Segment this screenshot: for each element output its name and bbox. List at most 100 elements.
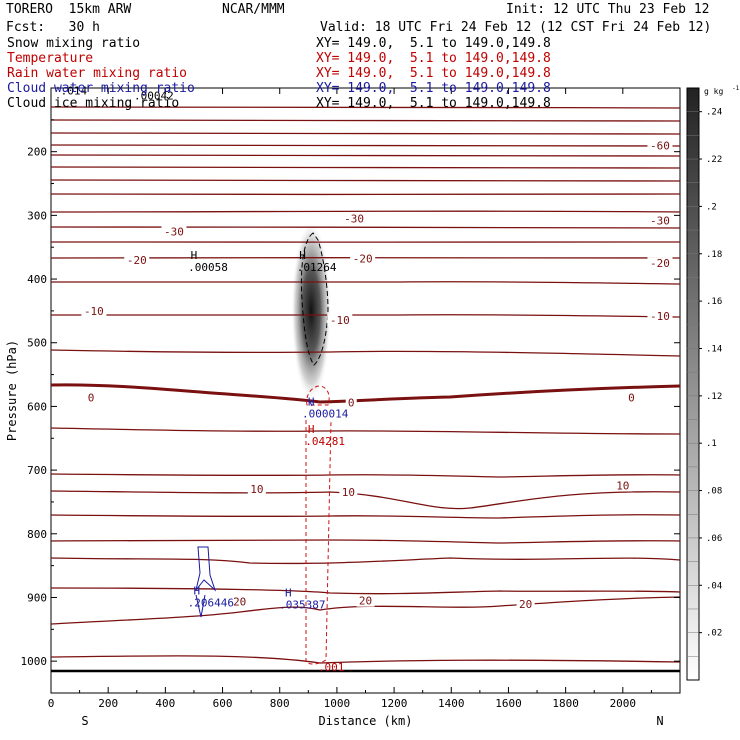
model-title: TORERO 15km ARW [6, 2, 132, 17]
temperature-label-bg [341, 212, 367, 225]
temperature-label-bg [647, 214, 673, 227]
extremum-marker: H [285, 587, 292, 600]
extremum-value: .035387 [279, 599, 325, 612]
colorbar-tick-label: .18 [706, 250, 722, 260]
temperature-label: -20 [650, 257, 670, 270]
temperature-label: -20 [353, 253, 373, 266]
temperature-label: 10 [250, 483, 263, 496]
extremum-marker: H [308, 423, 315, 436]
x-tick-label: 1400 [438, 697, 465, 710]
isotherm [50, 427, 681, 435]
isotherm [50, 166, 681, 169]
x-tick-label: 200 [98, 697, 118, 710]
temperature-labels: -60 -30 -30 -30 -20 -20 -20 -10 -10 -10 0 0 0 10 10 10 2… [61, 84, 673, 611]
isotherm [50, 473, 681, 478]
isotherm [50, 179, 681, 182]
temperature-label-bg [339, 485, 358, 498]
y-tick-label: 500 [27, 337, 47, 350]
temperature-label-bg [625, 391, 637, 404]
colorbar-tick-label: .04 [706, 581, 722, 591]
field-label: Temperature [7, 51, 94, 66]
isotherm [50, 557, 681, 565]
isotherm [50, 514, 681, 519]
x-tick-label: 2000 [610, 697, 637, 710]
isotherm [50, 241, 681, 243]
temperature-label: -10 [330, 314, 350, 327]
y-tick-label: 700 [27, 464, 47, 477]
forecast-hour: Fcst: 30 h [6, 20, 100, 35]
y-tick-label: 300 [27, 209, 47, 222]
temperature-label-bg [247, 483, 266, 496]
temperature-label-bg [647, 309, 673, 322]
temperature-label-bg [345, 396, 357, 409]
rain-contour [306, 385, 330, 406]
cloud-ice-contour [300, 232, 329, 366]
minimum-value: .001 [318, 661, 345, 674]
temperature-label-bg [647, 257, 673, 270]
field-xy: XY= 149.0, 5.1 to 149.0,149.8 [316, 51, 551, 66]
temperature-isotherms [50, 106, 681, 664]
temperature-label-bg [85, 391, 97, 404]
x-tick-label: 600 [213, 697, 233, 710]
temperature-label: -20 [127, 254, 147, 267]
temperature-label: -10 [84, 305, 104, 318]
valid-time: Valid: 18 UTC Fri 24 Feb 12 (12 CST Fri … [320, 20, 712, 35]
colorbar-tick-label: .12 [706, 392, 722, 402]
y-axis-label: Pressure (hPa) [5, 340, 19, 441]
colorbar-tick-label: .14 [706, 344, 722, 354]
south-label: S [81, 714, 88, 728]
isotherm [50, 154, 681, 157]
extremum-marker: H [299, 249, 306, 262]
init-time: Init: 12 UTC Thu 23 Feb 12 [506, 2, 710, 17]
colorbar-tick-label: .2 [706, 202, 717, 212]
colorbar-tick-label: .08 [706, 487, 722, 497]
temperature-label-bg [161, 225, 187, 238]
isotherm [50, 106, 681, 109]
field-xy: XY= 149.0, 5.1 to 149.0,149.8 [316, 81, 551, 96]
temperature-label: 0 [88, 392, 95, 405]
isotherm [50, 226, 681, 229]
extremum-value: .01264 [297, 261, 337, 274]
extremum-value: .00058 [188, 261, 228, 274]
field-xy: XY= 149.0, 5.1 to 149.0,149.8 [316, 96, 551, 111]
isotherm [50, 314, 681, 318]
x-tick-label: 400 [155, 697, 175, 710]
extremum-value: .04281 [305, 435, 345, 448]
center-title: NCAR/MMM [222, 2, 285, 17]
temperature-label-bg [124, 253, 150, 266]
temperature-label-bg [81, 304, 107, 317]
colorbar-tick-label: .22 [706, 155, 722, 165]
x-tick-label: 1800 [552, 697, 579, 710]
colorbar-tick-label: .1 [706, 439, 717, 449]
isotherm [50, 132, 681, 135]
field-label: Cloud ice mixing ratio [7, 96, 180, 111]
temperature-label: 10 [342, 486, 355, 499]
colorbar-scale [686, 87, 700, 681]
temperature-label-bg [516, 597, 535, 610]
field-label: Rain water mixing ratio [7, 66, 188, 81]
y-tick-label: 600 [27, 400, 47, 413]
isotherm [50, 349, 681, 357]
y-tick-label: 1000 [21, 655, 48, 668]
temperature-label: 20 [519, 598, 532, 611]
extremum-marker: H [194, 585, 201, 598]
colorbar-tick-label: .24 [706, 108, 722, 118]
rain-water-contours [305, 385, 332, 665]
colorbar-unit: g kg [704, 87, 723, 96]
cloud-water-contours [195, 399, 313, 618]
isotherm [50, 539, 681, 544]
y-tick-label: 200 [27, 146, 47, 159]
snow-shading [291, 220, 332, 401]
isotherm [50, 144, 681, 147]
colorbar-tick-label: .02 [706, 629, 722, 639]
temperature-label: -30 [164, 225, 184, 238]
temperature-label-bg [230, 595, 249, 608]
temperature-label: -10 [650, 310, 670, 323]
temperature-label: -30 [344, 213, 364, 226]
y-tick-label: 800 [27, 528, 47, 541]
isotherm [50, 490, 681, 510]
y-tick-label: 400 [27, 273, 47, 286]
temperature-label-bg [327, 313, 353, 326]
freezing-level-line [50, 383, 681, 404]
